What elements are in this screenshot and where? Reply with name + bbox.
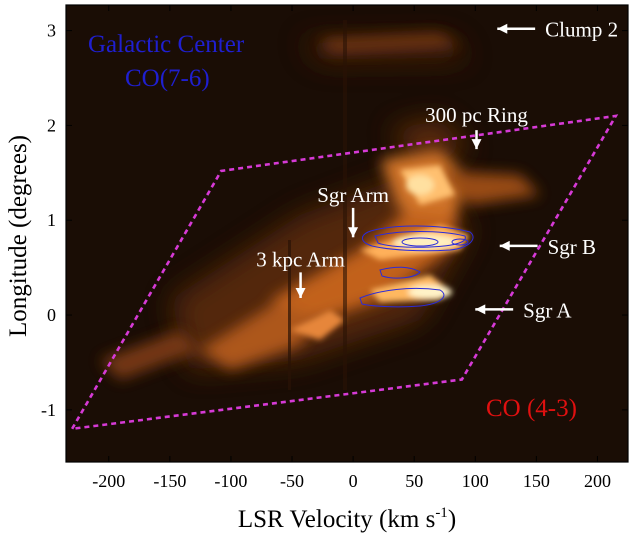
y-tick-label: 2: [47, 115, 56, 135]
annotation-label: Sgr B: [548, 235, 596, 259]
x-tick-label: 50: [405, 471, 423, 491]
x-tick-label: 0: [349, 471, 358, 491]
x-tick-label: 100: [462, 471, 489, 491]
x-tick-label: 200: [584, 471, 611, 491]
annotation-label: 300 pc Ring: [425, 103, 528, 127]
x-tick-label: -150: [153, 471, 186, 491]
y-axis-title: Longitude (degrees): [5, 135, 32, 337]
x-tick-label: 150: [523, 471, 550, 491]
x-axis-title-close: ): [448, 506, 456, 533]
x-tick-label: -50: [280, 471, 304, 491]
y-tick-label: 0: [47, 305, 56, 325]
label-galactic-center: Galactic Center: [88, 31, 245, 58]
x-tick-label: -100: [214, 471, 247, 491]
annotation-label: Clump 2: [545, 18, 618, 42]
annotation-label: Sgr A: [523, 298, 572, 322]
x-tick-label: -200: [92, 471, 125, 491]
x-axis-title-sup: -1: [435, 505, 448, 521]
y-tick-label: -1: [41, 400, 56, 420]
label-co43: CO (4-3): [486, 395, 577, 422]
annotation-label: 3 kpc Arm: [256, 247, 345, 271]
y-tick-label: 1: [47, 210, 56, 230]
y-tick-label: 3: [47, 21, 56, 41]
x-axis-title-main: LSR Velocity (km s: [238, 506, 435, 533]
x-axis-title: LSR Velocity (km s-1): [238, 505, 456, 533]
annotation-label: Sgr Arm: [317, 183, 389, 207]
label-co76: CO(7-6): [125, 65, 210, 92]
